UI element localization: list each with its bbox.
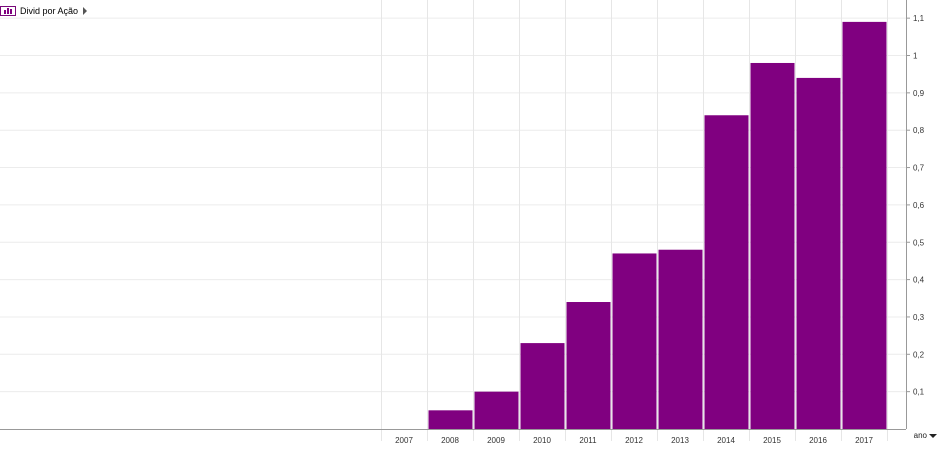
x-tick-label: 2017	[855, 436, 873, 445]
bar-2009[interactable]	[474, 391, 519, 429]
axes	[0, 0, 910, 430]
x-tick-label: 2014	[717, 436, 735, 445]
x-tick-label: 2016	[809, 436, 827, 445]
period-selector[interactable]: ano	[914, 431, 937, 440]
y-tick-label: 0,2	[913, 350, 925, 359]
x-tick-label: 2013	[671, 436, 689, 445]
x-tick-label: 2010	[533, 436, 551, 445]
chevron-down-icon	[929, 433, 937, 438]
x-tick-label: 2011	[579, 436, 597, 445]
x-tick-label: 2008	[441, 436, 459, 445]
y-tick-label: 0,1	[913, 388, 925, 397]
y-tick-label: 0,8	[913, 126, 925, 135]
bar-2011[interactable]	[566, 302, 611, 429]
bar-2016[interactable]	[796, 77, 841, 429]
legend-label: Divid por Ação	[20, 6, 79, 16]
bar-chart-icon	[0, 6, 16, 16]
y-tick-label: 0,9	[913, 89, 925, 98]
legend[interactable]: Divid por Ação	[0, 4, 88, 18]
grid-lines	[0, 0, 906, 441]
y-tick-label: 0,6	[913, 201, 925, 210]
y-tick-label: 0,3	[913, 313, 925, 322]
x-tick-label: 2015	[763, 436, 781, 445]
x-tick-label: 2009	[487, 436, 505, 445]
bars	[428, 21, 887, 429]
y-tick-label: 1	[913, 52, 918, 61]
bar-2013[interactable]	[658, 249, 703, 429]
bar-2014[interactable]	[704, 115, 749, 429]
x-tick-label: 2012	[625, 436, 643, 445]
bar-2017[interactable]	[842, 21, 887, 429]
y-tick-label: 1,1	[913, 14, 925, 23]
y-tick-label: 0,5	[913, 238, 925, 247]
x-tick-label: 2007	[395, 436, 413, 445]
y-tick-labels: 0,1 0,2 0,3 0,4 0,5 0,6 0,7 0,8 0,9 1 1,1	[913, 14, 925, 397]
x-tick-labels: 2007 2008 2009 2010 2011 2012 2013 2014 2015 2016…	[395, 436, 873, 445]
y-tick-label: 0,4	[913, 276, 925, 285]
bar-2010[interactable]	[520, 343, 565, 429]
bar-2008[interactable]	[428, 410, 473, 429]
expand-arrow-icon[interactable]	[83, 7, 88, 15]
bar-2012[interactable]	[612, 253, 657, 429]
y-tick-label: 0,7	[913, 164, 925, 173]
bar-2015[interactable]	[750, 62, 795, 429]
period-label: ano	[913, 431, 927, 440]
